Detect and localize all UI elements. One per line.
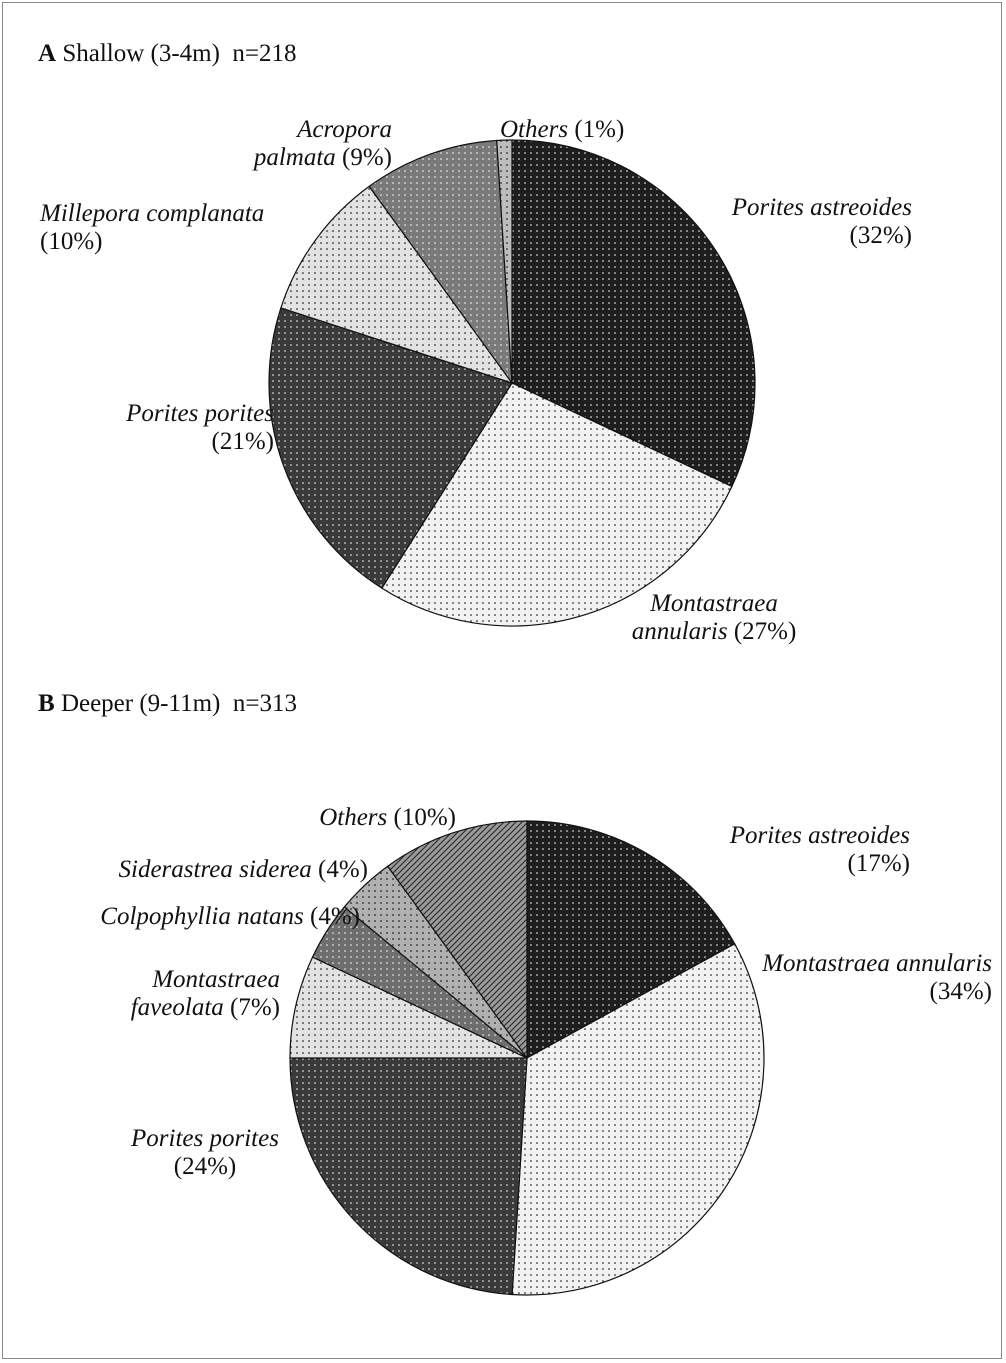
value-label: (4%): [310, 903, 360, 930]
slice-label: Colpophyllia natans (4%): [100, 903, 360, 931]
title-text: Shallow (3-4m) n=218: [62, 40, 297, 67]
pie-slice: [368, 139, 513, 386]
slice-label: Porites porites (24%): [110, 1125, 300, 1181]
category-name: Montastraea annularis: [631, 590, 778, 645]
pie-slice: [511, 943, 765, 1296]
category-name: Porites porites: [126, 400, 274, 427]
slice-label: Siderastrea siderea (4%): [119, 856, 369, 884]
category-name: Montastraea faveolata: [130, 966, 280, 1021]
category-name: Siderastrea siderea: [118, 856, 312, 883]
panel-label: B: [38, 690, 55, 717]
pie-slice: [526, 820, 736, 1060]
slice-label: Millepora complanata (10%): [40, 200, 300, 256]
pie-slice: [289, 956, 528, 1059]
panel-label: A: [38, 40, 57, 67]
slice-label: Porites porites (21%): [84, 400, 274, 456]
value-label: (17%): [847, 850, 910, 877]
slice-label: Montastraea annularis (34%): [762, 950, 992, 1006]
category-name: Others: [319, 804, 388, 831]
value-label: (9%): [342, 144, 392, 171]
category-name: Montastraea annularis: [762, 950, 992, 977]
value-label: (10%): [40, 228, 103, 255]
category-name: Others: [500, 116, 569, 143]
value-label: (34%): [929, 978, 992, 1005]
category-name: Porites porites: [131, 1125, 279, 1152]
value-label: (10%): [393, 804, 456, 831]
pie-slice: [268, 307, 513, 590]
category-name: Colpophyllia natans: [100, 903, 304, 930]
category-name: Acropora palmata: [253, 116, 392, 171]
slice-label: Porites astreoides (17%): [680, 822, 910, 878]
pie-slice: [380, 382, 733, 627]
value-label: (4%): [318, 856, 368, 883]
chart-title: B Deeper (9-11m) n=313: [38, 690, 297, 718]
category-name: Millepora complanata: [40, 200, 265, 227]
pie-slice: [496, 139, 513, 384]
category-name: Porites astreoides: [729, 822, 910, 849]
value-label: (1%): [574, 116, 625, 143]
pie-slice: [386, 820, 528, 1060]
slice-label: Porites astreoides (32%): [722, 194, 912, 250]
value-label: (27%): [733, 618, 797, 645]
chart-title: A Shallow (3-4m) n=218: [38, 40, 297, 68]
value-label: (7%): [230, 994, 280, 1021]
category-name: Porites astreoides: [731, 194, 912, 221]
pie-slice: [280, 185, 514, 385]
slice-label: Others (1%): [500, 116, 624, 144]
slice-label: Others (10%): [319, 804, 456, 832]
pie-slice: [289, 1057, 528, 1296]
slice-label: Montastraea annularis (27%): [624, 590, 804, 646]
title-text: Deeper (9-11m) n=313: [60, 690, 297, 717]
value-label: (21%): [211, 428, 274, 455]
value-label: (32%): [849, 222, 912, 249]
value-label: (24%): [173, 1153, 237, 1180]
slice-label: Acropora palmata (9%): [212, 116, 392, 172]
slice-label: Montastraea faveolata (7%): [80, 966, 280, 1022]
pie-slice: [511, 139, 756, 488]
